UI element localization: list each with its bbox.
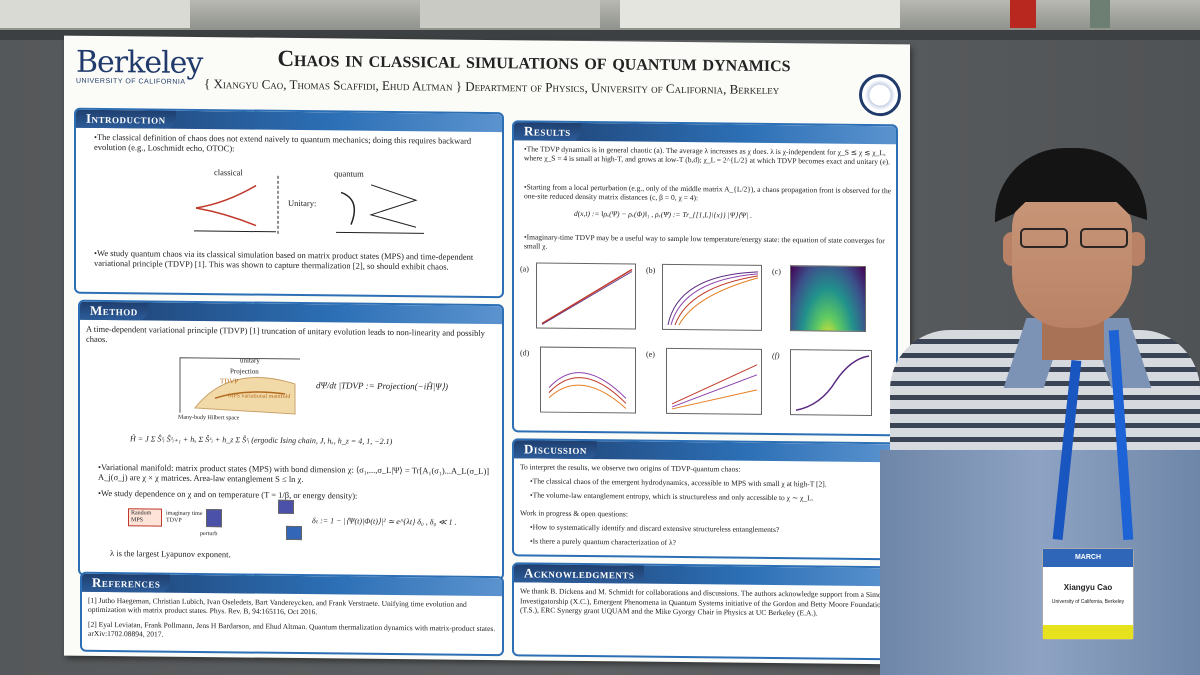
panel-a-plot [536,262,636,330]
acknowledgments-section: Acknowledgments We thank B. Dickens and … [512,562,898,661]
method-heading: Method [80,301,148,321]
discussion-heading: Discussion [514,440,597,460]
acknowledgments-text: We thank B. Dickens and M. Schmidt for c… [520,586,889,618]
badge-header-bar: MARCH [1043,549,1133,567]
badge-affiliation: University of California, Berkeley [1051,599,1125,605]
badge-yellow-strip [1043,625,1133,639]
panel-f-label: (f) [772,350,780,361]
university-seal-icon [859,73,901,117]
ceiling-panel [420,0,600,28]
badge-name: Xiangyu Cao [1063,583,1113,592]
discussion-intro: To interpret the results, we observe two… [520,462,741,474]
lyapunov-text: λ is the largest Lyapunov exponent. [110,548,231,560]
poster-title: Chaos in classical simulations of quantu… [277,45,791,77]
perturb-label: perturb [200,530,218,538]
panel-c-heatmap [790,265,866,332]
badge-header: MARCH [1074,554,1102,561]
discussion-wip: Work in progress & open questions: [520,508,628,519]
panel-a-label: (a) [520,264,529,274]
ceiling-panel [0,0,190,28]
psi-box [206,509,222,528]
ceiling-pole [1090,0,1110,28]
board-frame-top [0,30,1200,40]
intro-bullet-1: The classical definition of chaos does n… [94,132,494,156]
reference-2: [2] Eyal Leviatan, Frank Pollmann, Jens … [88,619,496,639]
psi-t-box [278,499,294,514]
panel-b-plot [662,263,762,331]
discussion-bullet-2: The volume-law entanglement entropy, whi… [530,490,890,504]
method-bullet-1: Variational manifold: matrix product sta… [98,462,498,486]
panel-c-label: (c) [772,266,781,277]
panel-d-plot [540,346,636,414]
tdvp-projection-figure [179,357,300,415]
discussion-bullet-1: The classical chaos of the emergent hydr… [530,476,890,490]
discussion-bullet-3: How to systematically identify and disca… [530,522,890,536]
fig-tdvp-label: TDVP [220,377,239,386]
ceiling [0,0,1200,30]
chaos-diagram-icon [194,175,424,234]
glasses-right-lens [1080,228,1128,248]
berkeley-logo: Berkeley UNIVERSITY OF CALIFORNIA [76,44,206,86]
references-heading: References [82,573,171,593]
panel-e-plot [666,347,762,415]
panel-f-plot [790,349,872,417]
method-bullet-2: We study dependence on χ and on temperat… [98,488,498,502]
method-section: Method A time-dependent variational prin… [78,299,504,581]
glasses-left-lens [1020,228,1068,248]
panel-e-label: (e) [646,349,655,359]
hamiltonian-equation: Ĥ = J Σ Ŝᶻᵢ Ŝᶻᵢ₊₁ + hₓ Σ Ŝˣᵢ + h_z Σ Ŝᶻᵢ… [130,434,393,447]
results-bullet-1: The TDVP dynamics is in general chaotic … [524,144,894,166]
results-heading: Results [514,122,581,141]
discussion-section: Discussion To interpret the results, we … [512,438,898,561]
delta-equation: δₜ := 1 − |⟨Ψ(t)|Φ(t)⟩|² ≃ e^{λt} δ₀ , δ… [312,516,457,527]
shirt-lower [880,450,1200,675]
fig-unitary-label: unitary [240,356,260,365]
ceiling-panel [620,0,900,28]
phi-t-box [286,525,302,541]
results-section: Results The TDVP dynamics is in general … [512,120,898,437]
intro-bullet-2: We study quantum chaos via its classical… [94,248,499,272]
introduction-section: Introduction The classical definition of… [74,107,504,299]
poster-authors: { Xiangyu Cao, Thomas Scaffidi, Ehud Alt… [204,76,780,98]
exit-sign [1010,0,1036,28]
results-bullet-3: Imaginary-time TDVP may be a useful way … [524,232,894,254]
face [1012,188,1132,328]
poster: Berkeley UNIVERSITY OF CALIFORNIA Chaos … [64,35,910,665]
fig-projection-label: Projection [230,367,259,376]
distance-equation: d(x,t) := ‖ρₓ(Ψ) − ρₓ(Φ)‖₁ , ρₓ(Ψ) := Tr… [574,208,752,220]
acknowledgments-heading: Acknowledgments [514,564,645,584]
imag-time-label: imaginary time TDVP [166,510,203,524]
introduction-heading: Introduction [76,109,176,129]
panel-b-label: (b) [646,265,656,275]
panel-d-label: (d) [520,348,530,358]
method-intro: A time-dependent variational principle (… [86,323,485,345]
logo-main: Berkeley [76,44,203,82]
fig-manifold-label: MPS variational manifold [228,393,291,400]
projection-equation: dΨ/dt |TDVP := Projection(−iĤ|Ψ⟩) [316,380,448,392]
discussion-bullet-4: Is there a purely quantum characterizati… [530,536,890,550]
results-bullet-2: Starting from a local perturbation (e.g.… [524,182,894,204]
references-section: References [1] Jutho Haegeman, Christian… [80,571,504,657]
fig-space-label: Many-body Hilbert space [178,414,240,422]
name-badge: MARCH Xiangyu Cao University of Californ… [1042,548,1134,640]
reference-1: [1] Jutho Haegeman, Christian Lubich, Iv… [88,595,467,617]
random-mps-box: Random MPS [128,508,162,527]
random-mps-label: Random MPS [131,510,152,524]
